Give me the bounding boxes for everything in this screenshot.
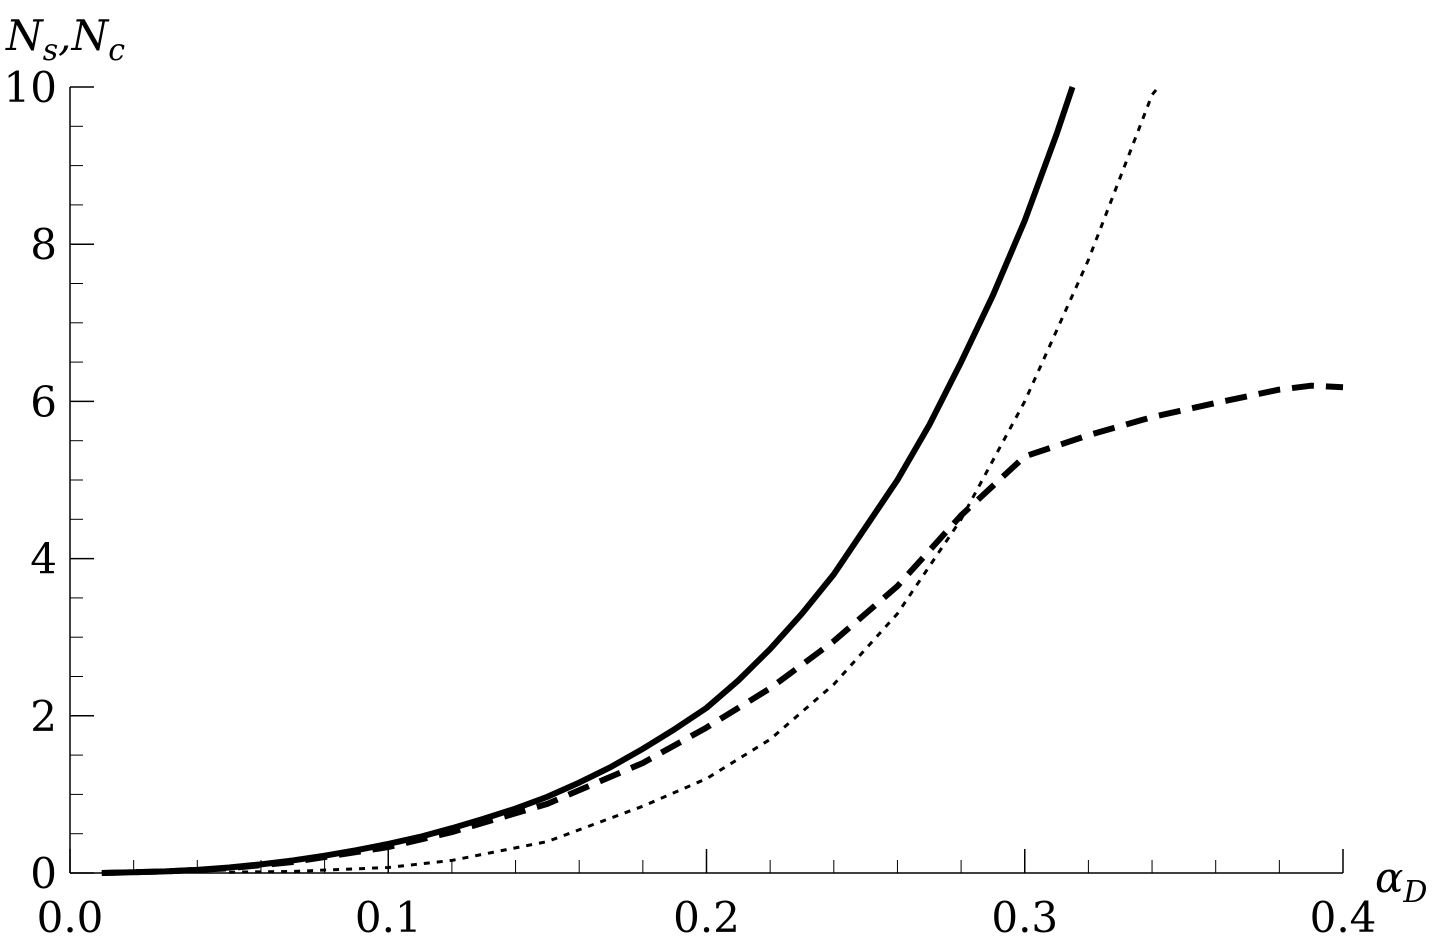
x-label-part: α [1375,853,1403,902]
x-axis-label: αD [1375,853,1427,910]
y-tick-label: 2 [30,692,57,741]
x-tick-label: 0.2 [673,893,740,942]
y-tick-label: 10 [4,63,57,112]
y-axis-label: Ns,Nc [5,11,125,68]
x-tick-label: 0.0 [37,893,104,942]
x-tick-label: 0.4 [1310,893,1377,942]
y-label-sub: s [43,33,58,68]
y-label-part: N [5,11,44,60]
y-label-sub: c [108,33,125,68]
x-label-sub: D [1402,875,1427,910]
y-tick-label: 4 [30,535,57,584]
y-tick-label: 8 [30,220,57,269]
series-line [229,86,1160,874]
y-tick-label: 6 [30,377,57,426]
x-tick-label: 0.3 [991,893,1058,942]
y-label-part: ,N [58,11,109,60]
series-line [101,86,1076,876]
y-tick-label: 0 [30,849,57,898]
x-tick-label: 0.1 [355,893,422,942]
series-line [101,382,1344,876]
